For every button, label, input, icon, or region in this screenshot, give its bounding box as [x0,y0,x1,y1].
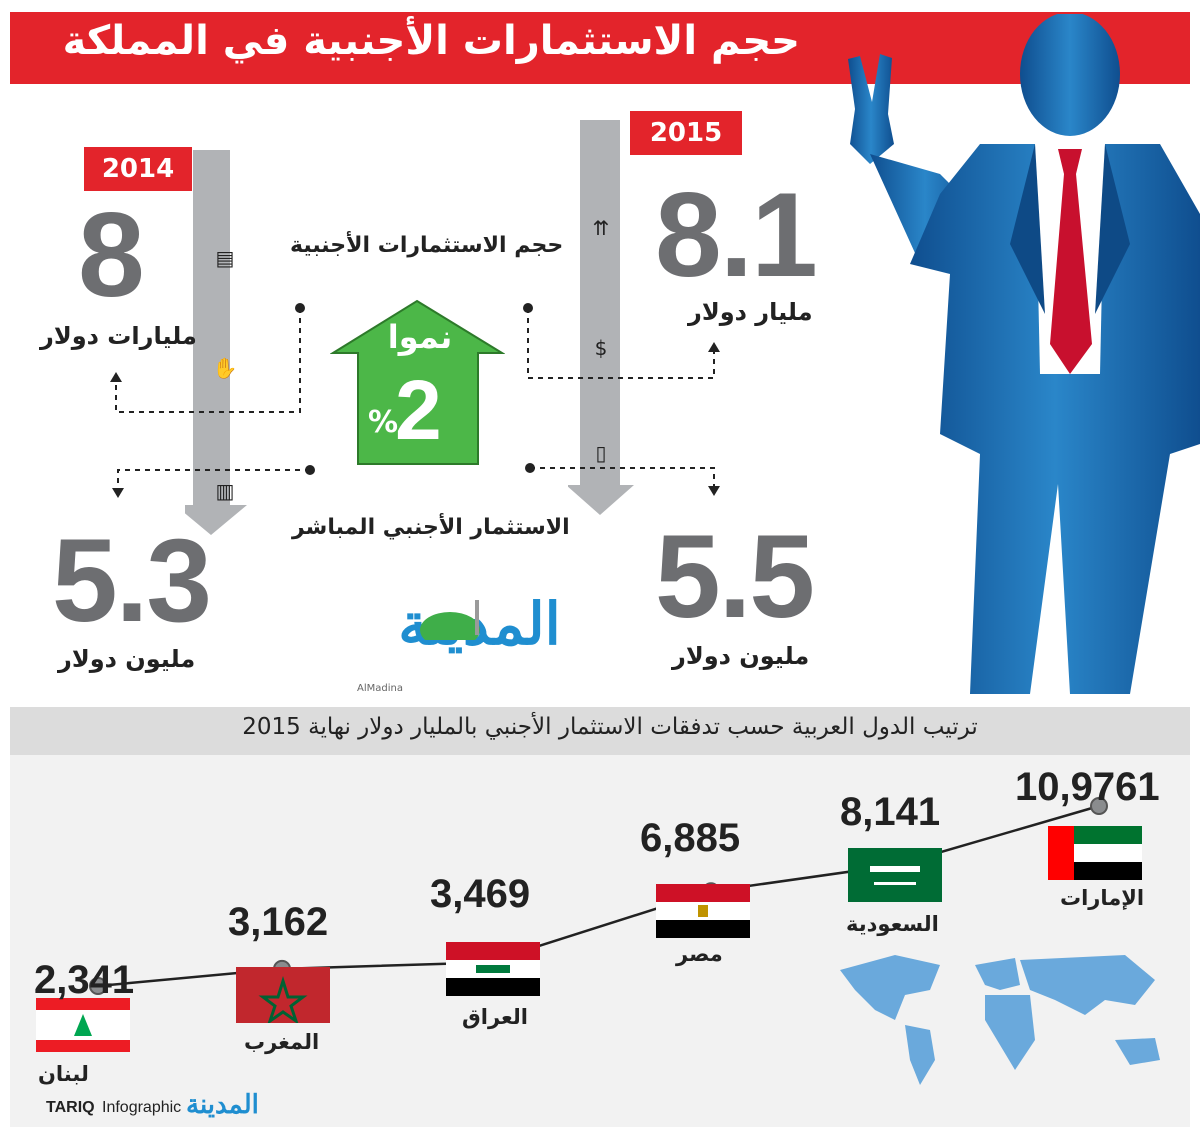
value-label: 3,469 [430,872,531,916]
value-label: 8,141 [840,790,941,834]
footer-logo: المدينة [186,1090,259,1120]
year-2015-badge: 2015 [630,111,742,155]
flag-egypt [656,884,750,938]
flag-saudi-arabia [848,848,942,902]
country-label: لبنان [38,1062,89,1086]
total-2014-unit: مليارات دولار [40,322,197,350]
right-down-arrow [568,120,634,515]
country-label: الإمارات [1060,886,1145,910]
country-label: العراق [462,1005,528,1029]
flag-lebanon [36,998,130,1052]
total-investment-label: حجم الاستثمارات الأجنبية [290,233,564,258]
footer-brand: TARIQ [46,1099,95,1116]
left-down-arrow [185,150,247,535]
fdi-label: الاستثمار الأجنبي المباشر [292,515,570,540]
growth-value: 2 [395,363,442,457]
fdi-2014-value: 5.3 [52,515,212,647]
fdi-2015-unit: مليون دولار [672,642,810,670]
total-2015-unit: مليار دولار [688,298,813,326]
country-label: السعودية [846,912,939,936]
value-label: 6,885 [640,816,741,860]
total-2015-value: 8.1 [655,168,818,302]
bar-chart-icon: ▥ [215,479,235,503]
series-line [97,804,1100,988]
data-point [89,977,107,995]
title-bar [10,12,1190,84]
almadina-logo-latin: AlMadina [357,683,403,694]
ranking-panel [10,707,1190,1127]
growth-arrows-icon: ⇈ [592,216,610,240]
growth-percent: % [368,405,399,440]
page-title: حجم الاستثمارات الأجنبية في المملكة [62,18,800,64]
businessman-illustration [848,14,1200,694]
value-label: 2,341 [34,958,135,1002]
value-label: 10,9761 [1015,765,1160,809]
footer-brand-suffix: Infographic [102,1099,182,1116]
total-2014-value: 8 [78,188,145,322]
country-label: المغرب [244,1030,320,1054]
country-label: مصر [676,942,723,966]
ranking-title: ترتيب الدول العربية حسب تدفقات الاستثمار… [242,714,978,740]
data-point [1090,797,1108,815]
briefcase-icon: $ [594,336,608,360]
fdi-2015-value: 5.5 [655,511,815,643]
ranking-title-bar [10,707,1190,755]
growth-badge [330,299,505,465]
growth-word: نموا [387,318,453,356]
money-stack-icon: ▤ [215,246,235,270]
green-dome-icon [420,600,480,640]
flag-uae [1048,826,1142,880]
connector-lines [110,303,720,498]
mobile-chart-icon: ▯ [595,441,607,465]
year-2014-badge: 2014 [84,147,192,191]
fdi-2014-unit: مليون دولار [58,645,196,673]
flag-morocco [236,967,330,1023]
handshake-icon: ✋ [212,356,238,380]
value-label: 3,162 [228,900,329,944]
flag-iraq [446,942,540,996]
world-map-icon [840,955,1160,1085]
